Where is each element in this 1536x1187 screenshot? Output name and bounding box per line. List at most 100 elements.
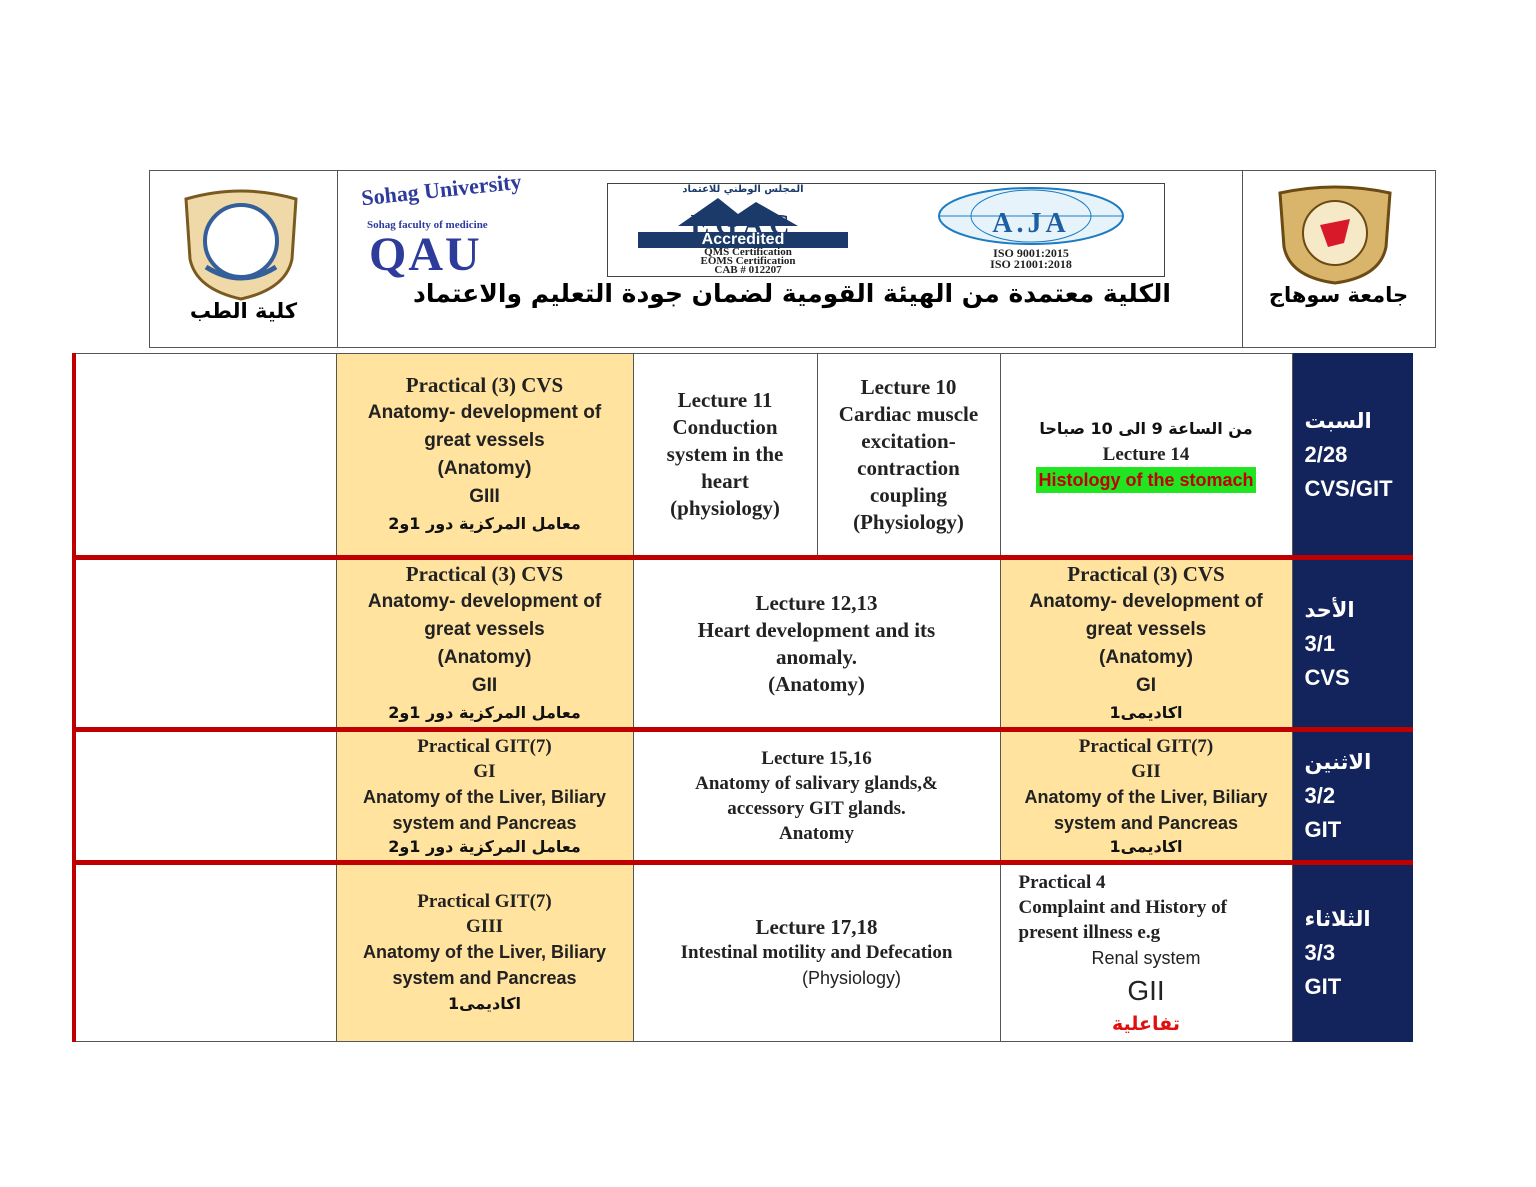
- right-logo-cell: جامعة سوهاج: [1242, 171, 1435, 347]
- cell-line: GII: [471, 675, 498, 696]
- cell-line: GIII: [469, 486, 500, 507]
- cell-line: contraction: [857, 455, 960, 480]
- aja-line: ISO 9001:2015: [993, 246, 1069, 260]
- day-date: 3/1: [1304, 630, 1336, 656]
- accreditation-box: المجلس الوطني للاعتماد EGAC Accredited Q…: [607, 183, 1165, 277]
- cell-line: great vessels: [424, 619, 545, 640]
- empty-cell: [72, 727, 337, 863]
- day-name: السبت: [1304, 408, 1372, 433]
- cell: Practical (3) CVS Anatomy- development o…: [335, 555, 634, 730]
- day-topic: GIT: [1304, 817, 1342, 842]
- cell-line: اكاديمى1: [1109, 837, 1183, 856]
- day-cell: الأحد 3/1 CVS: [1291, 555, 1413, 730]
- cell-line: coupling: [869, 482, 948, 507]
- aja-logo: [938, 187, 1124, 245]
- day-date: 2/28: [1304, 441, 1348, 467]
- cell-line: system in the: [666, 442, 784, 466]
- aja-lines: ISO 9001:2015 ISO 21001:2018: [926, 246, 1136, 271]
- cell: Lecture 10 Cardiac muscle excitation- co…: [816, 353, 1001, 558]
- center-cell: Sohag University Sohag faculty of medici…: [337, 169, 1243, 347]
- day-name: الاثنين: [1304, 750, 1372, 774]
- cell-line: Anatomy- development of: [1029, 591, 1263, 612]
- cell-line: Anatomy of the Liver, Biliary: [362, 787, 607, 807]
- egac-line: QMS Certification: [704, 246, 792, 258]
- cell: Lecture 17,18 Intestinal motility and De…: [632, 860, 1001, 1042]
- cell-line: GII: [1127, 974, 1165, 1006]
- cell-line: (Anatomy): [437, 647, 532, 668]
- cell-line: (Anatomy): [768, 671, 865, 696]
- egac-status: Accredited: [638, 232, 848, 248]
- faculty-name: Sohag faculty of medicine: [367, 219, 488, 231]
- day-date: 3/2: [1304, 783, 1336, 808]
- egac-line: CAB # 012207: [714, 264, 782, 276]
- cell-line: من الساعة 9 الى 10 صباحا: [1039, 419, 1253, 438]
- cell-line: Anatomy of the Liver, Biliary: [1024, 787, 1268, 807]
- cell-line: GI: [1135, 675, 1157, 696]
- cell-line: Anatomy of salivary glands,&: [695, 773, 938, 794]
- cell-line: great vessels: [1085, 619, 1207, 640]
- cell-line: Heart development and its: [697, 617, 936, 642]
- day-name: الأحد: [1304, 597, 1355, 622]
- highlighted-topic: Histology of the stomach: [1036, 467, 1256, 493]
- cell: Practical (3) CVS Anatomy- development o…: [335, 353, 634, 558]
- cell: Practical (3) CVS Anatomy- development o…: [999, 555, 1293, 730]
- cell-line: Conduction: [672, 415, 778, 439]
- cell-line: معامل المركزية دور 1و2: [388, 514, 581, 533]
- cell: Lecture 15,16 Anatomy of salivary glands…: [632, 727, 1001, 863]
- cell-line: great vessels: [424, 430, 545, 451]
- cell-line: Practical GIT(7): [417, 891, 552, 912]
- cell-line: heart: [701, 469, 749, 493]
- cell-line: anomaly.: [775, 644, 858, 669]
- faculty-logo: [184, 189, 298, 301]
- cell-line: Cardiac muscle: [838, 401, 979, 426]
- day-date: 3/3: [1304, 940, 1336, 965]
- cell-line: Lecture 11: [677, 388, 773, 412]
- cell-line: Renal system: [1091, 947, 1201, 968]
- egac-line: EOMS Certification: [700, 255, 796, 267]
- cell-line: Practical (3) CVS: [405, 562, 564, 586]
- egac-mountain: [678, 198, 798, 226]
- cell-line: Practical GIT(7): [1078, 736, 1214, 757]
- cell: Lecture 12,13 Heart development and its …: [632, 555, 1001, 730]
- day-topic: CVS: [1304, 664, 1350, 690]
- cell-line: Anatomy- development of: [367, 591, 602, 612]
- day-cell: الاثنين 3/2 GIT: [1291, 727, 1413, 863]
- cell-line: (Anatomy): [437, 458, 532, 479]
- cell-line: Practical GIT(7): [417, 736, 552, 757]
- header-title: الكلية معتمدة من الهيئة القومية لضمان جو…: [413, 279, 1171, 308]
- cell-line: GII: [1131, 761, 1161, 782]
- cell-line: اكاديمى1: [447, 994, 522, 1013]
- day-topic: CVS/GIT: [1304, 475, 1393, 501]
- left-logo-cell: كلية الطب: [150, 171, 338, 347]
- cell-line: Intestinal motility and Defecation: [680, 942, 953, 963]
- cell-line: GI: [473, 761, 496, 782]
- egac-arabic: المجلس الوطني للاعتماد: [682, 184, 804, 195]
- cell-line: Lecture 10: [860, 374, 957, 399]
- schedule-table: Practical (3) CVS Anatomy- development o…: [72, 353, 1413, 1042]
- cell: Practical GIT(7) GII Anatomy of the Live…: [999, 727, 1293, 863]
- schedule-row: Practical (3) CVS Anatomy- development o…: [72, 555, 1413, 730]
- cell-line: system and Pancreas: [392, 968, 577, 988]
- cell-line: Anatomy of the Liver, Biliary: [362, 942, 607, 962]
- cell-line: system and Pancreas: [1053, 813, 1239, 833]
- cell-line: معامل المركزية دور 1و2: [388, 837, 581, 856]
- cell-line: Practical (3) CVS: [405, 373, 564, 397]
- day-name: الثلاثاء: [1304, 907, 1371, 931]
- aja-line: ISO 21001:2018: [990, 257, 1072, 271]
- cell-line: Anatomy- development of: [367, 402, 602, 423]
- cell: من الساعة 9 الى 10 صباحا Lecture 14 Hist…: [999, 353, 1293, 558]
- cell-line: (Anatomy): [1099, 647, 1193, 668]
- cell-line: excitation-: [861, 428, 956, 453]
- cell: Practical GIT(7) GIII Anatomy of the Liv…: [335, 860, 634, 1042]
- cell-line: اكاديمى1: [1109, 703, 1183, 722]
- empty-cell: [72, 353, 337, 558]
- empty-cell: [72, 555, 337, 730]
- day-topic: GIT: [1304, 974, 1342, 999]
- aja-name: A.JA: [992, 208, 1070, 239]
- egac-lines: QMS Certification EOMS Certification CAB…: [628, 246, 868, 276]
- university-logo: [1278, 185, 1392, 285]
- cell-line: GIII: [466, 916, 503, 937]
- cell-line: (Physiology): [853, 509, 964, 534]
- schedule-row: Practical GIT(7) GI Anatomy of the Liver…: [72, 727, 1413, 863]
